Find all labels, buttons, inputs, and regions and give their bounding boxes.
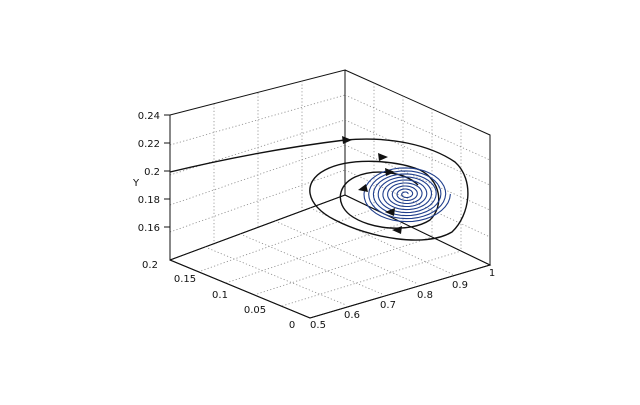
y-tick-label: 0.24 [138,111,160,122]
depth-tick-label: 0.1 [212,290,228,301]
y-tick-label: 0.22 [138,139,160,150]
right-axis: 0.5 0.6 0.7 0.8 0.9 1 [309,264,495,331]
trajectory-spiral-inner [363,167,451,223]
right-tick-label: 0.5 [310,320,326,331]
arrow-2 [378,153,388,161]
depth-tick-label: 0.15 [174,274,196,285]
arrow-1 [342,136,352,144]
right-tick-label: 0.7 [380,300,396,311]
right-tick-label: 0.6 [344,310,360,321]
grid-back-left [169,69,346,261]
trajectories [169,136,469,241]
arrow-3 [385,168,395,176]
depth-tick-label: 0.05 [244,305,266,316]
right-tick-label: 0.9 [452,280,468,291]
arrow-6 [358,184,368,192]
depth-tick-label: 0 [289,320,295,331]
trajectory-incoming [169,138,469,241]
y-tick-label: 0.16 [138,223,160,234]
arrow-5 [392,226,402,234]
depth-axis: 0.2 0.15 0.1 0.05 0 [142,259,311,331]
depth-tick-label: 0.2 [142,260,158,271]
right-tick-label: 1 [489,268,495,279]
grid-back-right [344,69,491,266]
y-tick-label: 0.18 [138,195,160,206]
y-tick-label: 0.2 [144,167,160,178]
y-axis: 0.16 0.18 0.2 0.22 0.24 Y [132,111,171,260]
arrow-4 [385,208,395,216]
right-tick-label: 0.8 [417,290,433,301]
trajectory-spiral-outer [339,169,440,229]
y-axis-label: Y [132,178,140,189]
